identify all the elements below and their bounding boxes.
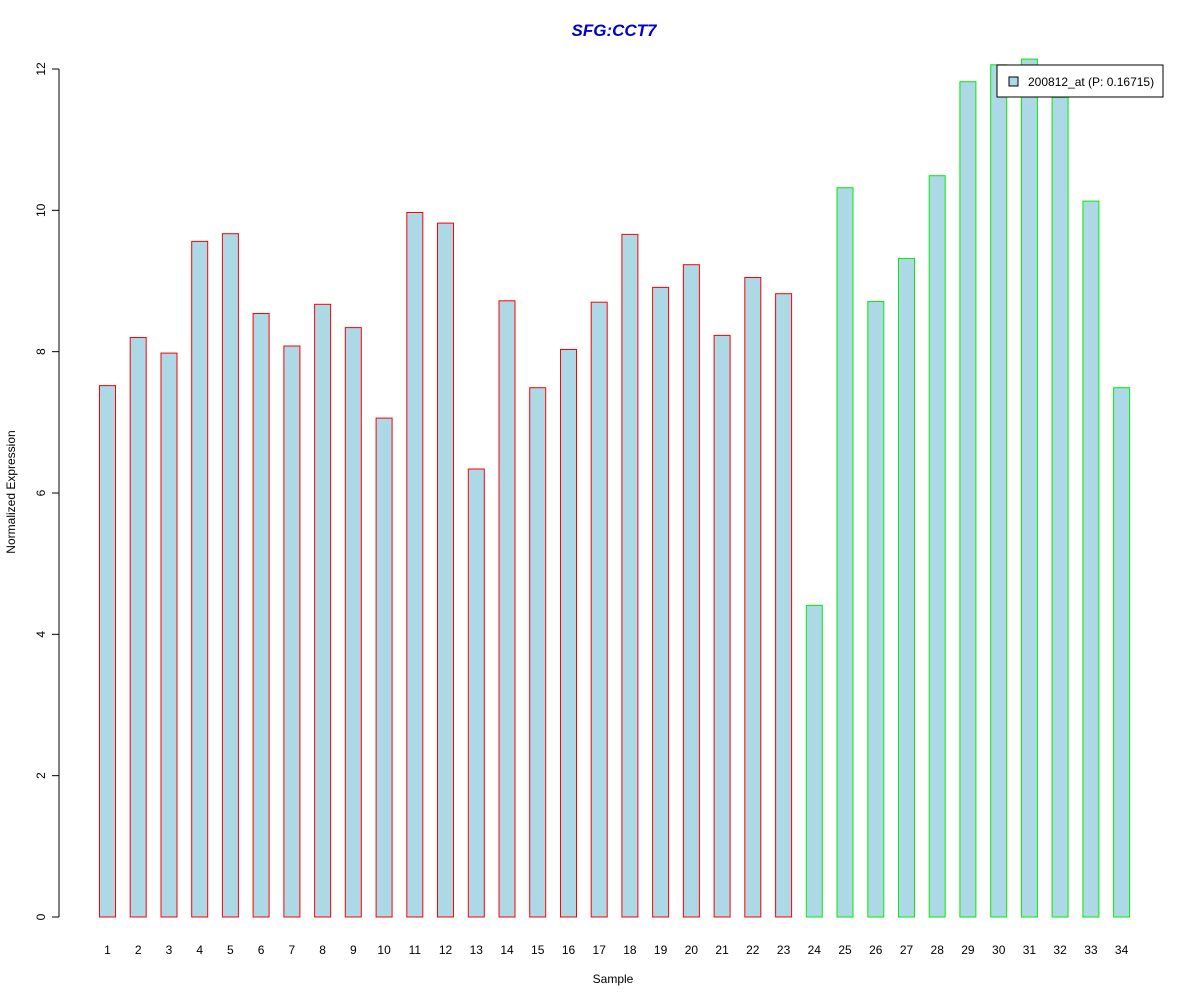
x-axis: 1 2 3 4 5 6 7 8 9 10 11 12 13 14 15 16 17 18 19 20 21 22 23 24 2…: [104, 943, 1128, 957]
x-tick-label: 14: [500, 943, 514, 957]
bar-sample-21: [713, 334, 731, 918]
x-tick-label: 21: [715, 943, 729, 957]
bar-sample-2: [129, 337, 147, 918]
x-tick-label: 4: [196, 943, 203, 957]
bar-sample-34: [1113, 387, 1131, 918]
x-tick-label: 15: [531, 943, 545, 957]
chart-title: SFG:CCT7: [572, 21, 659, 40]
y-tick-label: 12: [34, 62, 48, 76]
bar-sample-8: [314, 303, 332, 918]
bar-sample-14: [498, 300, 516, 918]
x-tick-label: 22: [746, 943, 760, 957]
bar-sample-15: [529, 387, 547, 918]
y-tick-label: 0: [34, 913, 48, 920]
x-tick-label: 5: [227, 943, 234, 957]
x-tick-label: 20: [685, 943, 699, 957]
x-tick-label: 31: [1023, 943, 1037, 957]
x-tick-label: 18: [623, 943, 637, 957]
bar-sample-3: [160, 352, 178, 918]
y-tick-label: 2: [34, 772, 48, 779]
x-tick-label: 8: [319, 943, 326, 957]
x-tick-label: 6: [258, 943, 265, 957]
bar-sample-19: [652, 286, 670, 918]
legend-box: [996, 64, 1164, 98]
x-tick-label: 25: [838, 943, 852, 957]
x-tick-label: 27: [900, 943, 914, 957]
bar-sample-17: [590, 301, 608, 918]
x-tick-label: 16: [562, 943, 576, 957]
x-tick-label: 12: [439, 943, 453, 957]
bar-sample-10: [375, 417, 393, 918]
bar-sample-13: [467, 468, 485, 918]
bar-sample-18: [621, 233, 639, 918]
bar-sample-23: [775, 293, 793, 918]
legend-label: 200812_at (P: 0.16715): [1028, 75, 1154, 89]
bar-sample-28: [928, 175, 946, 918]
x-tick-label: 17: [593, 943, 607, 957]
legend: 200812_at (P: 0.16715): [996, 64, 1164, 98]
bar-sample-9: [344, 327, 362, 918]
y-tick-label: 10: [34, 203, 48, 217]
bar-sample-5: [221, 233, 239, 918]
x-tick-label: 9: [350, 943, 357, 957]
x-axis-title: Sample: [593, 972, 634, 986]
bar-sample-4: [191, 240, 209, 918]
x-tick-label: 1: [104, 943, 111, 957]
y-tick-label: 8: [34, 348, 48, 355]
y-tick-label: 6: [34, 489, 48, 496]
bar-sample-11: [406, 212, 424, 918]
x-tick-label: 23: [777, 943, 791, 957]
bar-sample-24: [805, 604, 823, 918]
bar-sample-12: [437, 222, 454, 918]
bar-sample-1: [99, 385, 116, 918]
bar-sample-25: [836, 187, 854, 918]
x-tick-label: 3: [166, 943, 173, 957]
x-tick-label: 33: [1084, 943, 1098, 957]
bar-sample-33: [1082, 200, 1100, 918]
x-tick-label: 11: [409, 943, 422, 957]
x-tick-label: 19: [654, 943, 668, 957]
x-tick-label: 34: [1115, 943, 1129, 957]
bar-sample-30: [990, 64, 1008, 918]
bar-sample-7: [283, 345, 301, 918]
bar-sample-16: [560, 349, 577, 918]
bar-sample-32: [1051, 96, 1069, 918]
x-tick-label: 2: [135, 943, 142, 957]
y-axis-title: Normalized Expression: [4, 430, 18, 553]
bar-sample-26: [867, 301, 885, 918]
bar-sample-20: [682, 264, 700, 918]
legend-swatch: [1008, 76, 1019, 87]
x-tick-label: 24: [808, 943, 822, 957]
x-tick-label: 29: [961, 943, 975, 957]
y-axis: 0 2 4 6 8 10 12: [34, 62, 60, 920]
x-tick-label: 32: [1053, 943, 1067, 957]
x-tick-label: 28: [931, 943, 945, 957]
y-tick-label: 4: [34, 631, 48, 638]
x-tick-label: 26: [869, 943, 883, 957]
bar-sample-22: [744, 277, 762, 918]
bar-sample-29: [959, 81, 977, 918]
x-tick-label: 30: [992, 943, 1006, 957]
bars-group: [99, 58, 1131, 918]
bar-sample-27: [898, 257, 915, 918]
bar-sample-31: [1020, 58, 1038, 918]
x-tick-label: 13: [470, 943, 484, 957]
bar-sample-6: [252, 313, 270, 918]
x-tick-label: 10: [377, 943, 391, 957]
x-tick-label: 7: [289, 943, 296, 957]
